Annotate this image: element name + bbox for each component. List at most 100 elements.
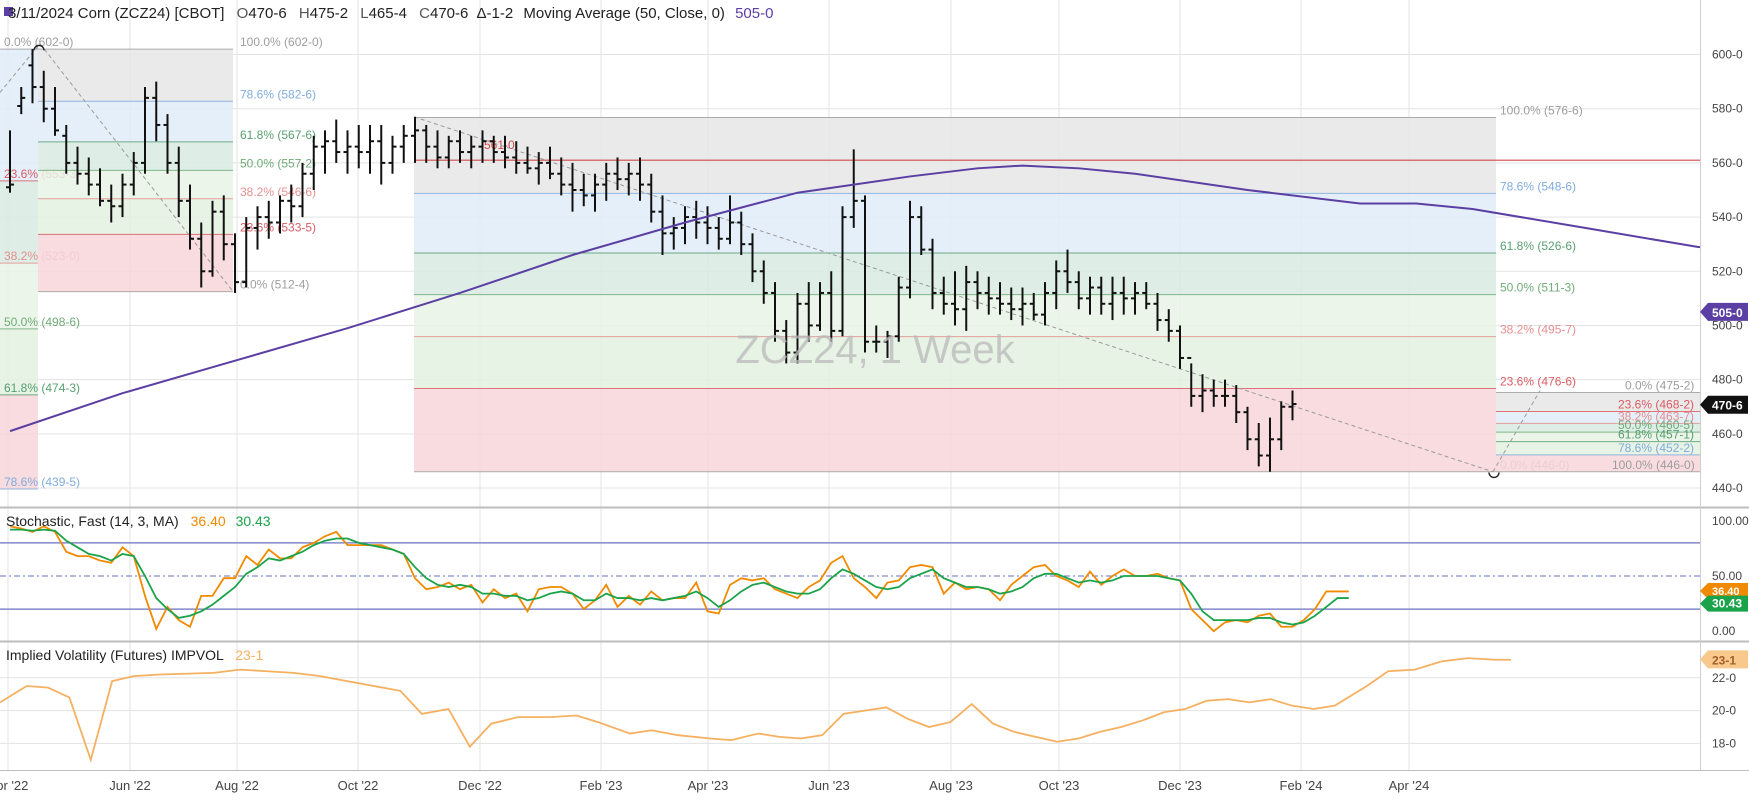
fib-level-label: 23.6% (533-5) <box>240 220 316 234</box>
ohlc-bar <box>219 195 228 261</box>
fib-level-label: 61.8% (567-6) <box>240 128 316 142</box>
ohlc-bar <box>1131 282 1139 315</box>
ohlc-bar <box>624 162 633 196</box>
swing-low-marker <box>1488 472 1500 479</box>
ohlc-bar <box>1142 282 1151 310</box>
fib-level-label: 78.6% (439-5) <box>4 475 80 489</box>
ohlc-bar <box>1074 271 1083 310</box>
ohlc-bar <box>602 162 611 201</box>
ohlc-bar <box>861 195 869 353</box>
iv-legend: Implied Volatility (Futures) IMPVOL 23-1 <box>6 647 263 663</box>
fib-level-label: 78.6% (452-2) <box>1618 441 1694 455</box>
resistance-label: 561-0 <box>484 138 515 152</box>
fib-zone <box>38 170 233 199</box>
fib-zone <box>1496 454 1700 472</box>
ma-value-tag-text: 505-0 <box>1712 306 1743 320</box>
ohlc-bar <box>298 162 307 218</box>
stochastic-y-tick: 0.00 <box>1712 624 1736 638</box>
ohlc-bar <box>1063 249 1072 293</box>
x-tick-label: Aug '22 <box>215 778 259 793</box>
svg-text:3/11/2024 Corn (ZCZ24) [CBOT]: 3/11/2024 Corn (ZCZ24) [CBOT] O470-6 H47… <box>8 5 773 22</box>
ohlc-bar <box>366 124 374 174</box>
axes[interactable]: Apr '22 Jun '22 Aug '22 Oct '22 Dec '22 Feb '… <box>0 48 1749 793</box>
ohlc-bar <box>1119 276 1128 315</box>
stochastic-d-line <box>10 528 1349 626</box>
ohlc-bar <box>1018 287 1027 326</box>
fib-zone <box>38 49 233 102</box>
ohlc-bar <box>996 282 1004 315</box>
ohlc-bar <box>759 260 768 304</box>
ohlc-bar <box>96 168 104 207</box>
ohlc-bar <box>883 330 892 358</box>
ohlc-bar <box>354 124 363 169</box>
x-tick-label: Apr '24 <box>1389 778 1430 793</box>
iv-y-tick: 20-0 <box>1712 704 1736 718</box>
stochastic-title: Stochastic, Fast (14, 3, MA) <box>6 513 179 529</box>
x-tick-label: Aug '23 <box>929 778 973 793</box>
ohlc-bar <box>501 135 509 169</box>
y-tick-label: 520-0 <box>1712 264 1743 278</box>
ohlc-bar <box>714 217 723 250</box>
trend-line <box>39 43 233 291</box>
fib-zone <box>414 193 1496 253</box>
ohlc-bar <box>1243 406 1252 451</box>
ohlc-bar <box>107 184 116 223</box>
ohlc-bar <box>321 130 329 174</box>
ohlc-bar <box>984 276 993 315</box>
ohlc-bar <box>658 195 667 256</box>
fib-zone <box>38 101 233 142</box>
fib-zone <box>38 198 233 235</box>
ohlc-bar <box>276 195 284 234</box>
header-legend: 3/11/2024 Corn (ZCZ24) [CBOT] O470-6 H47… <box>4 5 773 22</box>
ma-label: Moving Average (50, Close, 0) <box>523 5 725 22</box>
ma-value: 505-0 <box>735 5 773 22</box>
svg-text:Implied Volatility (Futures) I: Implied Volatility (Futures) IMPVOL 23-1 <box>6 647 263 663</box>
ohlc-bars <box>6 44 1500 479</box>
last-price-tag-shape <box>1700 395 1748 414</box>
fib-level-label: 23.6% (476-6) <box>1500 374 1576 388</box>
ohlc-bar <box>737 211 746 256</box>
ohlc-bar <box>51 87 59 136</box>
fib-level-label: 50.0% (557-2) <box>240 156 316 170</box>
fib-zone <box>1496 392 1700 412</box>
last-price-tag: 470-6 <box>1700 395 1748 414</box>
ohlc-bar <box>849 149 858 228</box>
ohlc-bar <box>444 135 453 169</box>
ohlc-bar <box>523 146 532 174</box>
ohlc-bar <box>906 200 914 299</box>
ohlc-bar <box>962 265 971 331</box>
ohlc-bar <box>332 119 341 163</box>
ohlc-bar <box>613 157 622 190</box>
ohlc-bar <box>1052 260 1061 310</box>
fib-level-label: 38.2% (463-7) <box>1618 409 1694 423</box>
trend-line <box>413 116 1494 473</box>
ohlc-bar <box>1153 292 1162 331</box>
ohlc-bar <box>6 130 14 193</box>
fib-level-label: 78.6% (548-6) <box>1500 179 1576 193</box>
y-tick-label: 440-0 <box>1712 481 1743 495</box>
ohlc-bar <box>118 173 127 218</box>
ohlc-bar <box>928 238 937 310</box>
stochastic-d-tag-text: 30.43 <box>1712 597 1742 611</box>
trend-line <box>1492 390 1541 473</box>
iv-y-tick: 18-0 <box>1712 736 1736 750</box>
ohlc-bar <box>816 282 824 331</box>
ohlc-bar <box>39 70 48 123</box>
fib-zone <box>1496 411 1700 424</box>
ohlc-bar <box>546 146 554 180</box>
ohlc-bar <box>73 146 82 185</box>
ohlc-bar <box>1086 276 1094 315</box>
ohlc-bar <box>28 49 37 104</box>
ohlc-bar <box>1108 276 1117 321</box>
ohlc-bar <box>163 114 172 174</box>
ohlc-bar <box>793 292 802 364</box>
ohlc-bar <box>399 124 408 163</box>
ohlc-bar <box>208 200 217 277</box>
stochastic-d-tag: 30.43 <box>1700 595 1748 612</box>
stochastic-k-tag: 36.40 <box>1700 583 1748 600</box>
ohlc-bar <box>917 206 926 256</box>
ohlc-bar <box>636 157 644 201</box>
swing-high-marker <box>33 44 45 51</box>
